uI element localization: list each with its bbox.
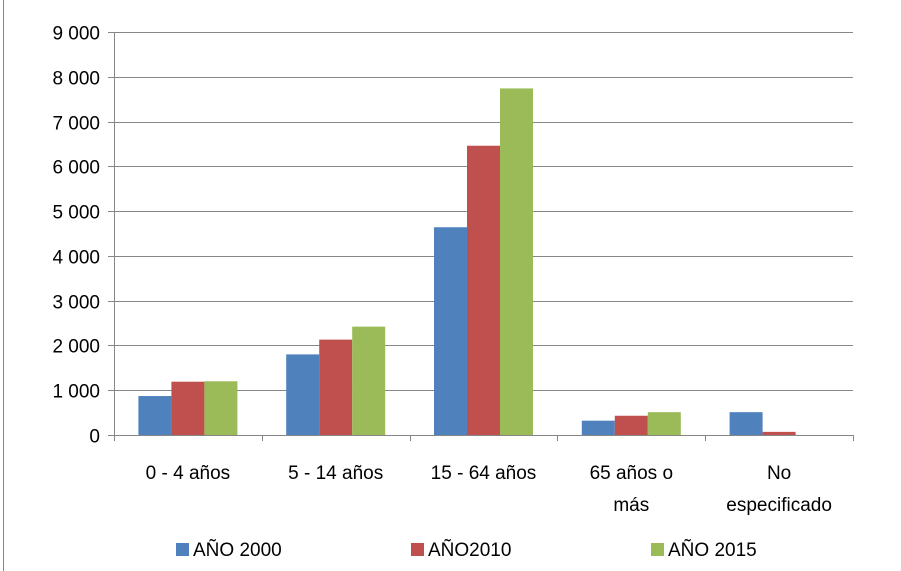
bar: [434, 227, 467, 435]
legend-label: AÑO2010: [428, 539, 511, 561]
bar: [286, 354, 320, 435]
bar: [614, 415, 648, 435]
legend-label: AÑO 2000: [193, 539, 282, 561]
bar: [171, 381, 205, 435]
x-category-label: más: [613, 495, 649, 516]
y-tick-label: 5 000: [52, 203, 100, 224]
x-category-label: 15 - 64 años: [431, 463, 537, 484]
bar: [762, 431, 796, 435]
x-category-label: 5 - 14 años: [288, 463, 383, 484]
bars: [138, 88, 796, 436]
y-tick-label: 4 000: [52, 248, 100, 269]
y-tick-label: 9 000: [52, 24, 100, 45]
y-tick-label: 1 000: [52, 382, 100, 403]
legend: AÑO 2000 AÑO2010 AÑO 2015: [176, 539, 757, 561]
y-tick-label: 6 000: [52, 158, 100, 179]
bar: [500, 88, 533, 436]
y-tick-label: 2 000: [52, 337, 100, 358]
y-tick-label: 3 000: [52, 293, 100, 314]
bar: [729, 412, 763, 435]
axes: [108, 32, 854, 441]
y-tick-labels: 0 1 000 2 000 3 000 4 000 5 000 6 000 7 000 8 00…: [52, 24, 100, 448]
x-category-label: 65 años o: [590, 463, 673, 484]
bar: [138, 396, 172, 435]
bar: [467, 145, 500, 436]
x-category-labels: 0 - 4 años 5 - 14 años 15 - 64 años 65 años…: [146, 463, 832, 516]
bar: [204, 381, 238, 435]
bar: [647, 412, 681, 435]
x-category-label: 0 - 4 años: [146, 463, 231, 484]
legend-swatch: [176, 543, 189, 556]
y-tick-label: 0: [89, 427, 100, 448]
legend-swatch: [651, 543, 664, 556]
bar: [581, 420, 615, 435]
legend-label: AÑO 2015: [668, 539, 757, 561]
x-category-label: No: [767, 463, 791, 484]
bar: [352, 326, 386, 435]
x-category-label: especificado: [726, 495, 832, 516]
legend-swatch: [411, 543, 424, 556]
bar: [319, 339, 353, 435]
y-tick-label: 8 000: [52, 69, 100, 90]
y-tick-label: 7 000: [52, 114, 100, 135]
